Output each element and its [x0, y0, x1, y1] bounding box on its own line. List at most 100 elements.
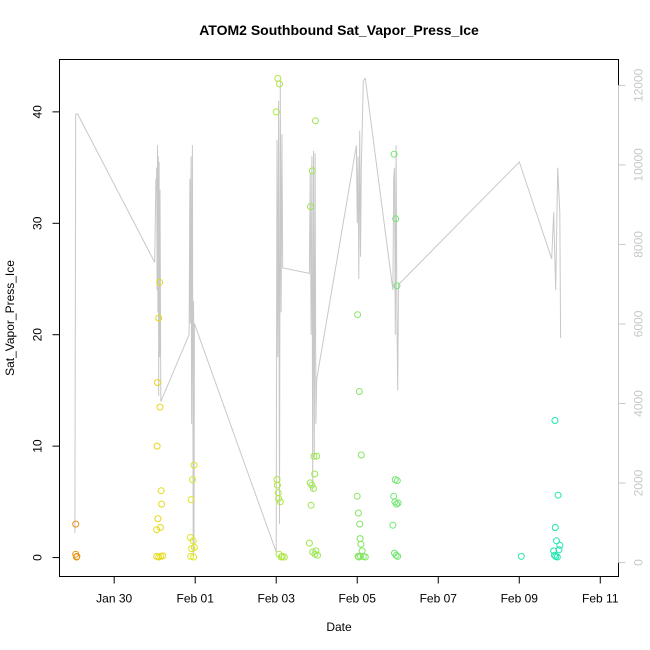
- data-point: [310, 485, 317, 492]
- data-point: [353, 492, 361, 500]
- data-point: [517, 552, 525, 560]
- data-point: [553, 537, 560, 545]
- data-point: [155, 314, 163, 322]
- x-tick-label: Feb 03: [258, 592, 296, 606]
- data-point: [276, 80, 283, 88]
- data-point: [358, 547, 366, 555]
- data-point: [361, 553, 369, 561]
- y2-tick-label: 4000: [632, 390, 646, 417]
- data-point: [311, 470, 319, 478]
- data-point: [72, 520, 80, 528]
- y-axis-label: Sat_Vapor_Press_Ice: [3, 260, 17, 376]
- data-point: [187, 496, 195, 504]
- data-point: [187, 552, 195, 560]
- data-point: [392, 215, 400, 223]
- data-point: [312, 117, 319, 125]
- data-point: [158, 500, 166, 508]
- data-point: [390, 150, 398, 158]
- y2-tick-label: 6000: [632, 310, 646, 337]
- data-point: [390, 492, 398, 500]
- x-tick-label: Feb 01: [177, 592, 215, 606]
- data-point: [556, 541, 564, 549]
- x-axis-label: Date: [326, 620, 352, 634]
- data-point: [357, 451, 365, 459]
- data-point: [354, 311, 362, 319]
- y2-tick-label: 2000: [632, 469, 646, 496]
- plot-frame: [59, 59, 619, 577]
- data-point: [273, 481, 281, 489]
- chart-title: ATOM2 Southbound Sat_Vapor_Press_Ice: [199, 22, 479, 38]
- data-point: [392, 551, 400, 559]
- data-point: [357, 540, 365, 548]
- data-point: [394, 499, 402, 507]
- data-point: [354, 509, 362, 517]
- secondary-series-line: [74, 77, 562, 557]
- y-tick-label: 10: [31, 439, 45, 453]
- data-point: [159, 552, 167, 560]
- data-point: [153, 526, 161, 534]
- data-point: [307, 501, 315, 509]
- y2-tick-label: 8000: [632, 231, 646, 258]
- data-point: [189, 537, 197, 545]
- y2-axis: 0 2000 4000 6000 8000 10000 12000: [618, 68, 646, 566]
- data-point: [156, 403, 164, 411]
- data-point: [272, 108, 280, 116]
- data-point: [154, 379, 161, 387]
- data-point: [308, 167, 316, 175]
- data-point: [156, 278, 164, 286]
- data-point: [306, 479, 314, 487]
- data-point: [394, 552, 402, 560]
- data-point: [389, 521, 397, 529]
- data-point: [355, 388, 363, 395]
- y-axis: 0 10 20 30 40: [31, 105, 60, 561]
- data-point: [280, 553, 288, 561]
- data-point: [356, 520, 364, 528]
- y-tick-label: 20: [31, 328, 45, 342]
- data-point: [157, 487, 165, 495]
- y-tick-label: 30: [31, 216, 45, 230]
- data-point: [313, 452, 321, 460]
- data-point: [312, 547, 320, 555]
- data-point: [190, 544, 198, 551]
- x-tick-label: Feb 07: [420, 592, 458, 606]
- data-point: [553, 553, 561, 561]
- data-point: [356, 535, 364, 543]
- x-tick-label: Feb 11: [582, 592, 619, 606]
- data-point: [551, 417, 559, 424]
- data-point: [555, 546, 563, 554]
- data-point: [393, 282, 401, 290]
- data-point: [393, 477, 401, 485]
- data-point: [190, 553, 198, 561]
- y-tick-label: 40: [31, 105, 45, 119]
- data-point: [156, 524, 164, 531]
- y-tick-label: 0: [31, 554, 45, 561]
- data-point: [153, 442, 161, 450]
- data-point: [314, 551, 321, 559]
- secondary-series-layer: [74, 77, 562, 557]
- x-tick-label: Feb 09: [501, 592, 539, 606]
- data-point: [308, 481, 316, 489]
- data-point: [305, 539, 313, 547]
- data-point: [276, 498, 284, 506]
- data-point: [354, 552, 362, 560]
- x-tick-label: Jan 30: [96, 592, 132, 606]
- x-tick-label: Feb 05: [339, 592, 377, 606]
- data-point: [310, 452, 318, 460]
- data-point: [154, 515, 162, 523]
- data-point: [309, 548, 317, 556]
- y2-tick-label: 0: [632, 559, 646, 566]
- data-point: [554, 491, 562, 499]
- data-point: [393, 500, 400, 508]
- data-point: [307, 203, 315, 211]
- data-point: [188, 476, 196, 484]
- points-layer: [72, 74, 564, 561]
- x-axis: Jan 30 Feb 01 Feb 03 Feb 05 Feb 07 Feb 09 Feb …: [96, 576, 619, 606]
- y2-tick-label: 10000: [632, 148, 646, 182]
- data-point: [274, 74, 282, 82]
- data-point: [275, 495, 283, 502]
- y2-tick-label: 12000: [632, 68, 646, 102]
- data-point: [551, 524, 559, 531]
- data-point: [190, 461, 198, 469]
- data-point: [73, 552, 81, 560]
